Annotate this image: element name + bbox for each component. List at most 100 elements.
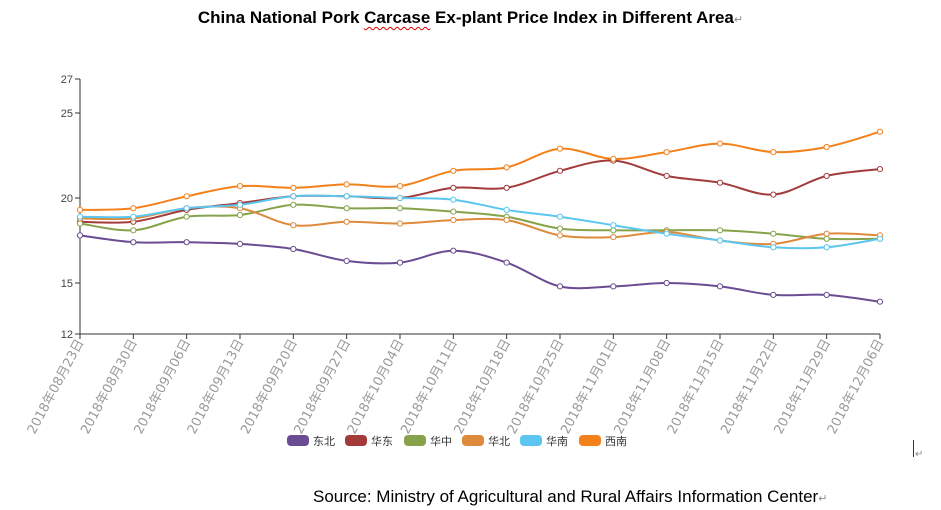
text-cursor — [913, 440, 914, 457]
x-tick-label: 2018年11月08日 — [612, 337, 675, 437]
data-point-4-2 — [183, 205, 190, 212]
x-tick-label: 2018年11月22日 — [718, 337, 781, 437]
data-point-5-7 — [450, 167, 457, 174]
data-point-2-4 — [290, 201, 297, 208]
data-point-0-15 — [876, 298, 884, 305]
y-tick-label: 12 — [61, 329, 73, 341]
chart-axes: 12 15 20 25 27 — [61, 74, 881, 341]
data-point-3-8 — [503, 217, 510, 224]
data-point-1-8 — [503, 184, 510, 191]
legend-item-2[interactable]: 华中 — [404, 434, 452, 448]
data-point-4-1 — [130, 213, 137, 220]
legend-swatch — [520, 435, 542, 446]
y-tick-label: 27 — [61, 74, 73, 86]
x-tick-label: 2018年12月06日 — [825, 337, 888, 437]
legend-item-3[interactable]: 华北 — [462, 434, 510, 448]
data-point-3-7 — [450, 217, 457, 224]
data-point-2-1 — [130, 227, 137, 234]
data-point-5-2 — [183, 193, 190, 200]
data-point-3-6 — [396, 220, 404, 227]
data-point-0-2 — [183, 239, 190, 246]
data-point-0-12 — [716, 283, 724, 290]
data-point-4-5 — [343, 193, 350, 200]
data-point-4-14 — [823, 244, 830, 251]
title-text-start: China National Pork — [197, 8, 365, 27]
data-point-0-6 — [396, 259, 404, 266]
chart-legend[interactable]: 东北 华东 华中 华北 华南 西南 — [287, 434, 627, 448]
data-point-0-8 — [503, 259, 510, 266]
data-point-3-5 — [343, 218, 350, 225]
x-tick-label: 2018年09月20日 — [238, 337, 301, 437]
data-point-2-2 — [183, 213, 190, 220]
legend-item-1[interactable]: 华东 — [345, 434, 393, 448]
legend-item-4[interactable]: 华南 — [520, 434, 568, 448]
chart-title: China National Pork Carcase Ex-plant Pri… — [0, 8, 941, 28]
legend-swatch — [462, 435, 484, 446]
data-point-4-4 — [290, 193, 297, 200]
data-point-5-8 — [503, 164, 510, 171]
legend-swatch — [287, 435, 309, 446]
legend-label: 西南 — [605, 435, 627, 448]
x-tick-label: 2018年10月18日 — [452, 337, 515, 437]
legend-item-0[interactable]: 东北 — [287, 435, 335, 448]
x-tick-label: 2018年11月15日 — [665, 337, 728, 437]
title-spellcheck-word: Carcase — [364, 8, 431, 27]
data-point-4-8 — [503, 206, 510, 213]
data-point-2-5 — [343, 205, 350, 212]
data-point-5-6 — [396, 183, 404, 190]
chart-data-points — [76, 128, 884, 305]
data-point-0-13 — [770, 291, 777, 298]
data-point-5-1 — [130, 205, 137, 212]
legend-label: 华东 — [371, 434, 393, 448]
data-point-0-5 — [343, 257, 350, 264]
data-point-2-7 — [450, 208, 457, 215]
data-point-5-5 — [343, 181, 350, 188]
data-point-4-7 — [450, 196, 457, 203]
y-tick-label: 20 — [61, 193, 73, 205]
data-point-5-3 — [236, 183, 244, 190]
x-tick-label: 2018年08月23日 — [25, 337, 88, 437]
y-tick-label: 15 — [61, 278, 73, 290]
paragraph-mark-icon: ↵ — [915, 449, 924, 460]
series-line-3 — [79, 205, 881, 246]
data-point-2-12 — [716, 227, 724, 234]
data-point-4-3 — [236, 201, 244, 208]
x-tick-label: 2018年11月29日 — [772, 337, 835, 437]
data-point-2-6 — [396, 205, 404, 212]
x-tick-label: 2018年11月01日 — [558, 337, 621, 437]
data-point-0-3 — [236, 240, 244, 247]
data-point-3-9 — [556, 232, 564, 239]
data-point-1-7 — [450, 184, 457, 191]
legend-item-5[interactable]: 西南 — [579, 435, 627, 448]
data-point-0-9 — [556, 283, 564, 290]
data-point-2-13 — [770, 230, 777, 237]
data-point-0-10 — [610, 283, 617, 290]
data-point-5-10 — [610, 155, 617, 162]
data-point-0-14 — [823, 291, 830, 298]
legend-swatch — [345, 435, 367, 446]
data-point-5-14 — [823, 143, 830, 151]
data-point-1-9 — [556, 167, 564, 174]
series-line-4 — [79, 194, 881, 250]
data-point-4-6 — [396, 194, 404, 202]
data-point-0-1 — [130, 239, 137, 246]
legend-swatch — [579, 435, 601, 446]
paragraph-mark-icon: ↵ — [733, 14, 744, 26]
series-line-2 — [79, 203, 881, 241]
x-tick-label: 2018年10月11日 — [398, 337, 461, 437]
title-text-end: Ex-plant Price Index in Different Area — [430, 8, 734, 27]
data-point-2-3 — [236, 211, 244, 219]
data-point-1-12 — [716, 179, 724, 186]
data-point-3-10 — [610, 234, 617, 241]
data-point-4-11 — [663, 230, 670, 237]
data-point-2-10 — [610, 227, 617, 234]
x-tick-label: 2018年09月27日 — [292, 337, 355, 437]
data-point-4-9 — [556, 213, 564, 220]
data-point-3-4 — [290, 222, 297, 229]
x-tick-label: 2018年10月04日 — [345, 337, 408, 437]
data-point-4-0 — [76, 213, 84, 220]
data-point-3-14 — [823, 230, 830, 237]
legend-label: 华南 — [546, 434, 568, 448]
x-tick-label: 2018年09月06日 — [132, 337, 195, 437]
